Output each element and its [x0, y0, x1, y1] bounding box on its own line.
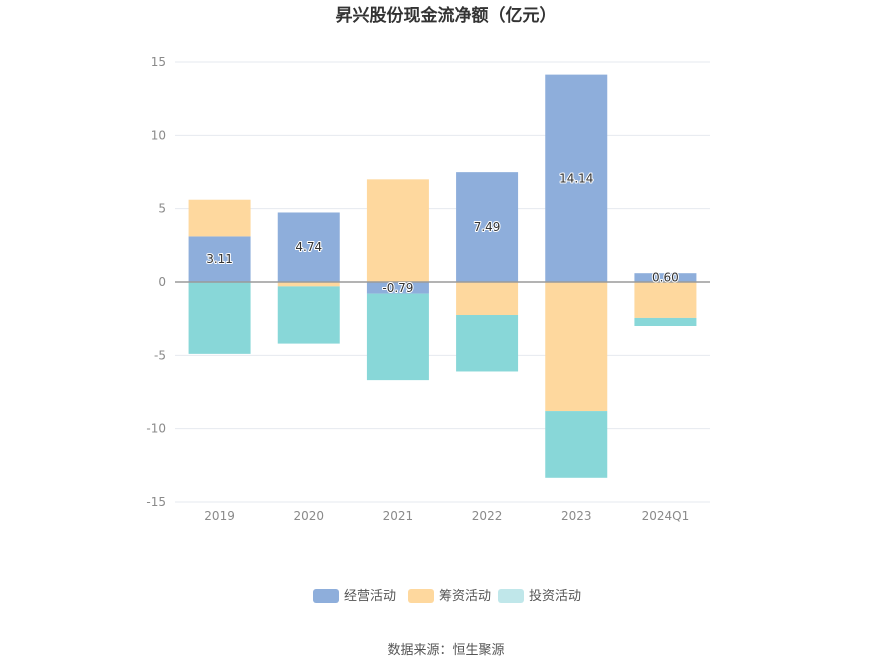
bar-financing: [277, 282, 340, 287]
source-note: 数据来源：恒生聚源: [387, 643, 504, 658]
legend-swatch: [408, 589, 434, 603]
y-tick-label: -15: [146, 495, 166, 509]
data-label: 4.74: [295, 240, 322, 254]
data-labels: 3.11 4.74 -0.79 7.49 14.14 0.60: [205, 170, 680, 295]
data-label: 14.14: [559, 171, 593, 185]
y-axis-ticks: 15 10 5 0 -5 -10 -15: [146, 55, 166, 509]
x-tick-label: 2022: [472, 509, 503, 523]
data-label: 3.11: [206, 252, 233, 266]
bar-operating: [188, 236, 251, 282]
y-tick-label: -10: [146, 422, 166, 436]
bar-financing: [634, 282, 697, 318]
bar-investing: [366, 293, 429, 381]
bar-investing: [277, 286, 340, 344]
bar-operating: [366, 282, 429, 294]
legend-swatch: [498, 589, 524, 603]
x-tick-label: 2020: [293, 509, 324, 523]
bar-financing: [456, 282, 519, 315]
bar-investing: [456, 315, 519, 372]
y-tick-label: 5: [158, 202, 166, 216]
bar-investing: [545, 411, 608, 478]
y-tick-label: 15: [151, 55, 166, 69]
chart-title: 昇兴股份现金流净额（亿元）: [336, 5, 557, 26]
data-label: 0.60: [652, 271, 679, 285]
legend: 经营活动 筹资活动 投资活动: [313, 588, 581, 604]
x-tick-label: 2019: [204, 509, 235, 523]
bar-operating: [277, 212, 340, 282]
legend-label: 筹资活动: [439, 588, 491, 604]
bar-operating: [545, 74, 608, 282]
x-tick-label: 2024Q1: [642, 509, 690, 523]
legend-label: 投资活动: [529, 588, 581, 604]
x-axis-ticks: 2019 2020 2021 2022 2023 2024Q1: [204, 509, 689, 523]
bar-investing: [634, 317, 697, 326]
bars: [188, 74, 697, 478]
y-tick-label: -5: [154, 348, 166, 362]
y-tick-label: 10: [151, 128, 166, 142]
bar-financing: [366, 179, 429, 282]
data-label: 7.49: [474, 220, 501, 234]
bar-operating: [634, 273, 697, 282]
y-tick-label: 0: [158, 275, 166, 289]
data-label: -0.79: [382, 281, 413, 295]
x-tick-label: 2023: [561, 509, 592, 523]
grid-lines: [175, 61, 710, 503]
bar-financing: [188, 199, 251, 237]
bar-financing: [545, 282, 608, 412]
bar-investing: [188, 282, 251, 354]
x-tick-label: 2021: [383, 509, 414, 523]
legend-label: 经营活动: [344, 589, 396, 604]
bar-operating: [456, 172, 519, 282]
legend-swatch: [313, 589, 339, 603]
